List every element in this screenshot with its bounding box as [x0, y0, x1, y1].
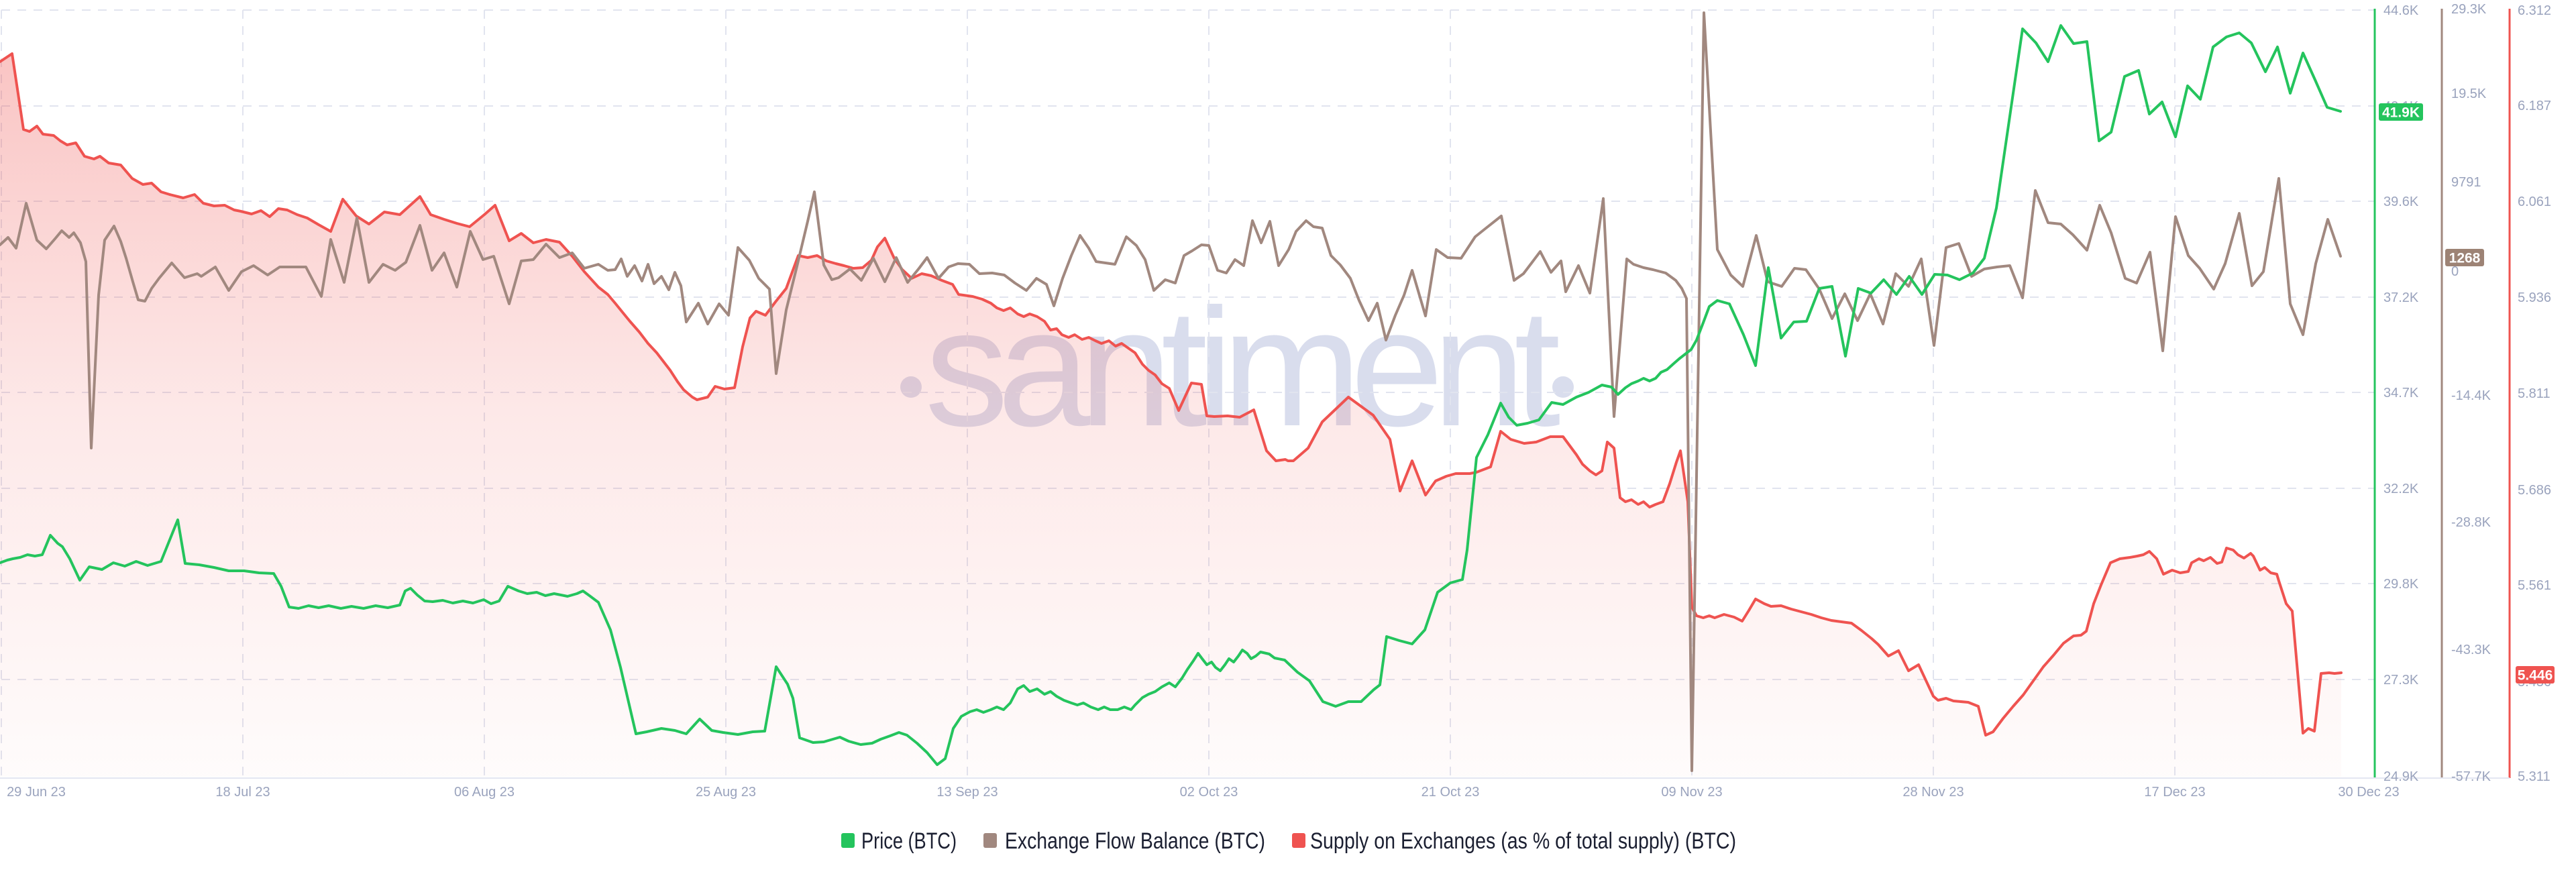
svg-text:34.7K: 34.7K	[2383, 386, 2419, 400]
svg-text:39.6K: 39.6K	[2383, 195, 2419, 209]
svg-text:37.2K: 37.2K	[2383, 290, 2419, 305]
svg-text:-57.7K: -57.7K	[2451, 769, 2491, 784]
svg-text:41.9K: 41.9K	[2382, 105, 2420, 121]
svg-text:Supply on Exchanges (as % of t: Supply on Exchanges (as % of total suppl…	[1310, 828, 1736, 854]
svg-text:19.5K: 19.5K	[2451, 87, 2487, 101]
svg-text:18 Jul 23: 18 Jul 23	[215, 785, 270, 800]
svg-text:09 Nov 23: 09 Nov 23	[1661, 785, 1722, 800]
svg-text:6.061: 6.061	[2518, 195, 2551, 209]
svg-text:25 Aug 23: 25 Aug 23	[696, 785, 756, 800]
svg-text:-14.4K: -14.4K	[2451, 388, 2491, 403]
svg-text:29 Jun 23: 29 Jun 23	[7, 785, 66, 800]
svg-text:29.3K: 29.3K	[2451, 2, 2487, 17]
svg-text:6.312: 6.312	[2518, 3, 2551, 18]
svg-text:9791: 9791	[2451, 175, 2481, 190]
svg-text:1268: 1268	[2449, 251, 2481, 266]
svg-text:24.9K: 24.9K	[2383, 769, 2419, 784]
svg-text:5.446: 5.446	[2518, 668, 2553, 684]
svg-text:0: 0	[2451, 264, 2459, 279]
svg-text:30 Dec 23: 30 Dec 23	[2338, 785, 2399, 800]
svg-text:6.187: 6.187	[2518, 99, 2551, 113]
svg-text:06 Aug 23: 06 Aug 23	[454, 785, 515, 800]
svg-text:44.6K: 44.6K	[2383, 3, 2419, 18]
svg-text:5.561: 5.561	[2518, 578, 2551, 593]
svg-text:21 Oct 23: 21 Oct 23	[1421, 785, 1480, 800]
svg-text:5.811: 5.811	[2518, 386, 2551, 401]
svg-text:32.2K: 32.2K	[2383, 482, 2419, 496]
svg-text:5.686: 5.686	[2518, 483, 2551, 498]
svg-text:28 Nov 23: 28 Nov 23	[1902, 785, 1964, 800]
svg-text:29.8K: 29.8K	[2383, 577, 2419, 592]
svg-text:27.3K: 27.3K	[2383, 673, 2419, 688]
svg-text:Price (BTC): Price (BTC)	[861, 828, 957, 854]
svg-text:5.936: 5.936	[2518, 290, 2551, 305]
svg-text:Exchange Flow Balance (BTC): Exchange Flow Balance (BTC)	[1005, 828, 1265, 854]
svg-text:-28.8K: -28.8K	[2451, 515, 2491, 530]
svg-text:5.311: 5.311	[2518, 769, 2551, 784]
svg-text:02 Oct 23: 02 Oct 23	[1180, 785, 1238, 800]
svg-text:-43.3K: -43.3K	[2451, 643, 2491, 657]
svg-text:13 Sep 23: 13 Sep 23	[936, 785, 998, 800]
svg-text:17 Dec 23: 17 Dec 23	[2144, 785, 2205, 800]
